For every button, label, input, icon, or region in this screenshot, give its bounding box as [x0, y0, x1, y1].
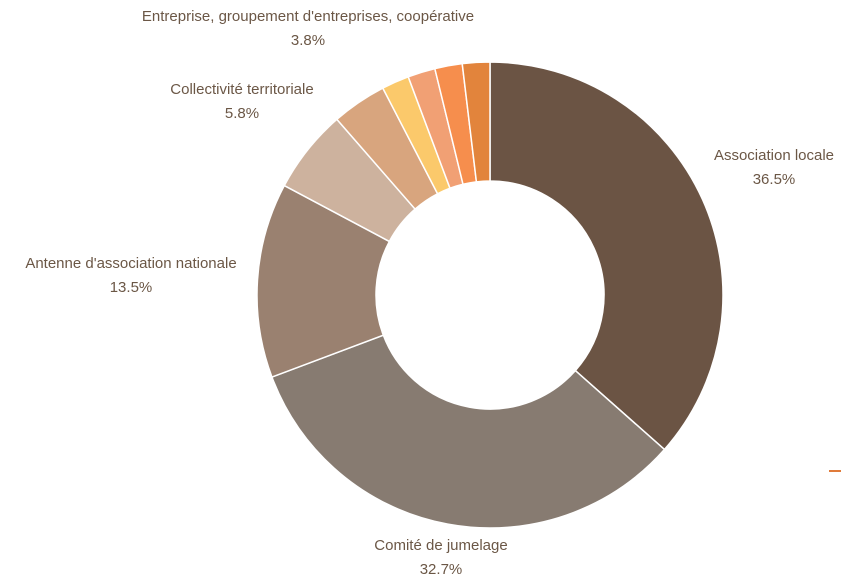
slice-percent-5: 3.8% — [291, 32, 325, 49]
donut-slices — [256, 61, 724, 529]
slice-label-3: Antenne d'association nationale — [25, 255, 236, 272]
slice-label-4: Collectivité territoriale — [170, 81, 313, 98]
slice-percent-4: 5.8% — [225, 105, 259, 122]
slice-labels: Association locale 36.5% Comité de jumelag… — [25, 8, 834, 578]
slice-label-5: Entreprise, groupement d'entreprises, co… — [142, 8, 474, 25]
donut-slice-2[interactable] — [270, 334, 666, 529]
legend-dash-mark — [829, 470, 841, 472]
slice-label-2: Comité de jumelage — [374, 537, 507, 554]
slice-percent-1: 36.5% — [753, 171, 796, 188]
slice-percent-2: 32.7% — [420, 561, 463, 578]
slice-percent-3: 13.5% — [110, 279, 153, 296]
donut-slice-3[interactable] — [256, 184, 391, 379]
donut-slice-1[interactable] — [489, 61, 724, 451]
donut-slice-9[interactable] — [461, 61, 491, 183]
slice-label-1: Association locale — [714, 147, 834, 164]
